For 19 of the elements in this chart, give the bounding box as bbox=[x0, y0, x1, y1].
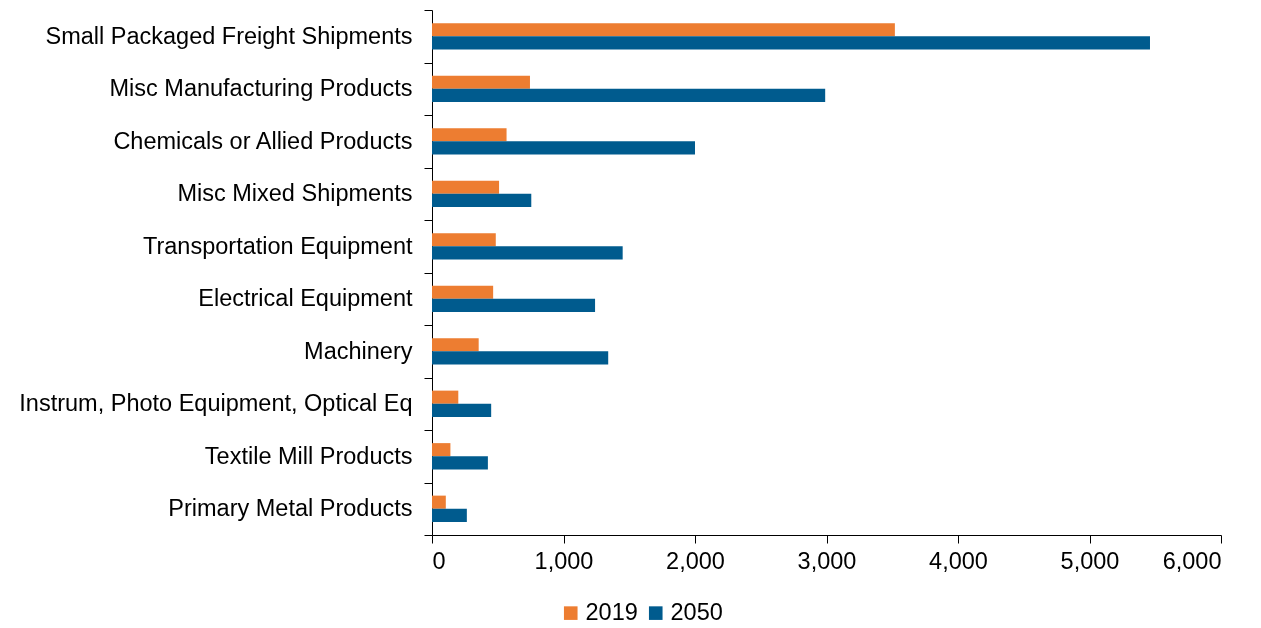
y-tick-label: Chemicals or Allied Products bbox=[113, 127, 413, 154]
x-tick-label: 3,000 bbox=[797, 547, 857, 574]
y-tick-label: Textile Mill Products bbox=[204, 442, 413, 469]
x-tick-label: 1,000 bbox=[534, 547, 594, 574]
x-tick-label: 2,000 bbox=[666, 547, 725, 574]
y-tick-label: Misc Manufacturing Products bbox=[109, 75, 413, 102]
x-tick-label: 6,000 bbox=[1162, 547, 1222, 574]
y-tick-label: Misc Mixed Shipments bbox=[177, 180, 413, 207]
y-tick-label: Small Packaged Freight Shipments bbox=[45, 22, 413, 49]
y-tick-label: Transportation Equipment bbox=[142, 232, 413, 259]
x-tick-label: 4,000 bbox=[929, 547, 988, 574]
legend-label: 2050 bbox=[670, 599, 723, 626]
y-tick-label: Primary Metal Products bbox=[168, 495, 413, 522]
y-tick-label: Instrum, Photo Equipment, Optical Eq bbox=[19, 390, 413, 417]
x-tick-label: 5,000 bbox=[1060, 547, 1120, 574]
y-tick-label: Machinery bbox=[304, 337, 413, 364]
legend-label: 2019 bbox=[585, 599, 638, 626]
y-tick-label: Electrical Equipment bbox=[198, 285, 413, 312]
x-tick-label: 0 bbox=[432, 547, 446, 574]
